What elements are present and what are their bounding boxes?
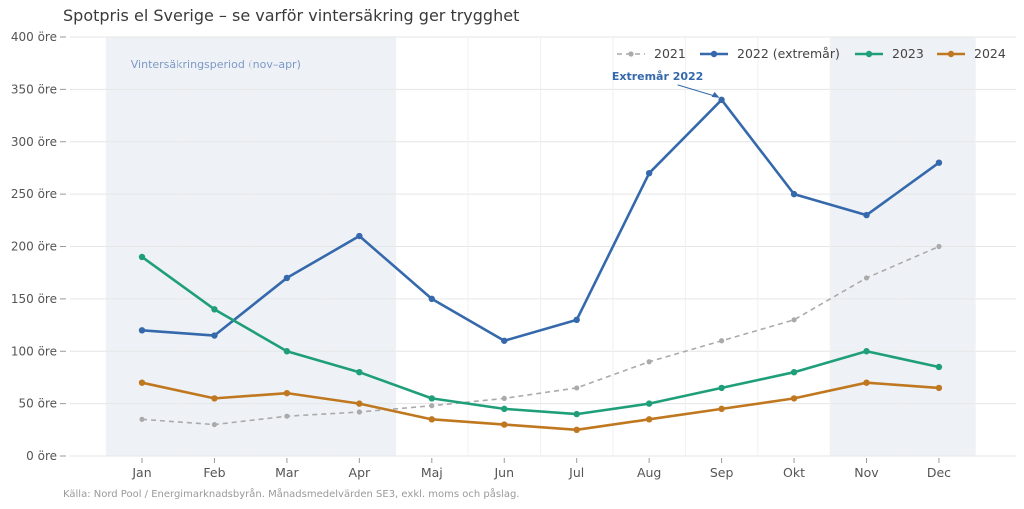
- data-point: [211, 395, 218, 402]
- annotation-arrow-line: [677, 84, 718, 98]
- data-point: [139, 416, 145, 422]
- data-point: [790, 369, 798, 376]
- x-tick-label: Jan: [131, 465, 151, 480]
- data-point: [138, 379, 146, 386]
- y-tick-label: 200 öre: [11, 240, 57, 254]
- data-point: [428, 295, 435, 303]
- data-point: [283, 389, 291, 397]
- x-tick-label: Sep: [710, 465, 734, 480]
- x-tick-label: Okt: [783, 465, 805, 480]
- legend-label: 2023: [892, 46, 924, 61]
- data-point: [573, 316, 580, 324]
- y-tick-label: 350 öre: [11, 82, 57, 96]
- x-tick-label: Maj: [421, 465, 443, 480]
- data-point: [936, 243, 942, 250]
- x-tick-label: Jul: [568, 465, 584, 480]
- data-point: [284, 413, 290, 419]
- data-point: [501, 421, 508, 428]
- data-point: [573, 426, 580, 434]
- data-point: [573, 410, 580, 418]
- shaded-period-label: Vintersäkringsperiod (nov–apr): [131, 58, 301, 71]
- x-tick-label: Dec: [927, 465, 951, 480]
- series-line-0: [141, 245, 940, 426]
- legend-label: 2021: [654, 46, 686, 61]
- data-point: [863, 379, 870, 386]
- y-tick-label: 100 öre: [11, 344, 57, 358]
- data-point: [428, 416, 435, 423]
- data-point: [790, 190, 798, 198]
- y-tick-label: 250 öre: [11, 187, 57, 201]
- data-point: [863, 348, 870, 355]
- chart-title: Spotpris el Sverige – se varför vintersä…: [63, 6, 520, 25]
- series-line-3: [141, 381, 940, 432]
- data-point: [138, 327, 146, 334]
- data-point: [645, 400, 653, 407]
- data-point: [283, 348, 291, 355]
- series-line-2: [141, 255, 940, 416]
- data-point: [211, 306, 218, 313]
- y-tick-label: 300 öre: [11, 135, 57, 149]
- data-point: [211, 332, 218, 339]
- data-point: [356, 409, 362, 415]
- legend-marker: [865, 50, 873, 58]
- data-point: [791, 317, 797, 323]
- data-point: [645, 169, 653, 177]
- data-point: [935, 384, 943, 392]
- x-tick-label: Aug: [637, 465, 661, 480]
- data-point: [718, 405, 725, 413]
- data-point: [211, 421, 218, 428]
- annotation-label: Extremår 2022: [612, 70, 704, 83]
- annotation-arrow-head: [711, 91, 720, 98]
- x-tick-label: Nov: [854, 465, 879, 480]
- data-point: [428, 395, 435, 402]
- legend-marker: [628, 51, 634, 57]
- y-tick-label: 50 öre: [19, 397, 57, 411]
- data-point: [718, 384, 725, 392]
- data-point: [429, 403, 435, 409]
- data-point: [283, 274, 291, 282]
- legend-label: 2024: [974, 46, 1006, 61]
- series-line-1: [141, 98, 940, 343]
- data-point: [790, 395, 798, 402]
- x-tick-label: Mar: [275, 465, 299, 480]
- data-point: [501, 337, 508, 344]
- x-tick-label: Apr: [349, 465, 371, 480]
- data-point: [356, 232, 363, 240]
- data-point: [501, 405, 508, 413]
- x-tick-label: Jun: [493, 465, 514, 480]
- data-point: [863, 275, 870, 281]
- data-point: [719, 338, 725, 344]
- x-tick-label: Feb: [203, 465, 225, 480]
- data-point: [646, 359, 652, 365]
- y-tick-label: 150 öre: [11, 292, 57, 306]
- data-point: [645, 416, 653, 423]
- legend-marker: [947, 50, 955, 58]
- chart-source: Källa: Nord Pool / Energimarknadsbyrån. …: [63, 489, 520, 500]
- data-point: [574, 385, 580, 391]
- data-point: [935, 159, 943, 166]
- data-point: [501, 395, 507, 401]
- data-point: [935, 363, 943, 371]
- data-point: [356, 369, 363, 376]
- data-point: [138, 253, 146, 261]
- data-point: [356, 400, 363, 407]
- y-tick-label: 0 öre: [26, 449, 57, 463]
- legend-marker: [710, 50, 718, 58]
- data-point: [863, 211, 870, 219]
- y-tick-label: 400 öre: [11, 30, 57, 44]
- legend-label: 2022 (extremår): [737, 46, 840, 61]
- data-point: [718, 96, 725, 104]
